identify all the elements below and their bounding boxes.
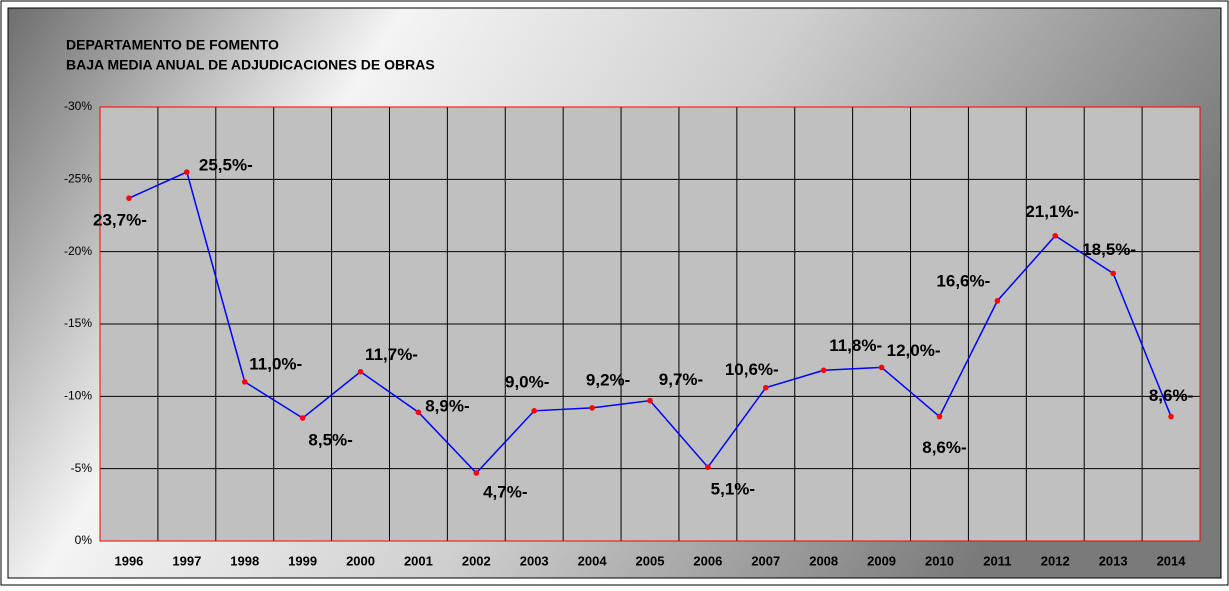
y-tick-label: -15% [64,316,92,330]
marker [184,169,190,175]
data-label: 16,6%- [936,271,990,290]
x-tick-label: 2006 [693,553,722,568]
marker [1110,270,1116,277]
marker [415,409,422,416]
marker [820,367,827,374]
marker [1168,413,1174,420]
x-tick-label: 1998 [230,553,259,568]
marker [878,364,885,371]
data-label: 11,8%- [829,336,882,355]
data-label: 9,7%- [659,370,703,389]
marker [589,405,595,411]
x-tick-label: 2005 [636,553,665,568]
marker [994,298,1001,304]
data-label: 9,2%- [586,370,630,389]
x-tick-label: 1999 [288,553,317,568]
data-label: 4,7%- [483,482,527,501]
x-tick-label: 2003 [520,553,549,568]
plot-border [99,106,1201,542]
marker [647,397,653,404]
data-label: 9,0%- [505,372,549,391]
x-tick-label: 2002 [462,553,491,568]
data-label: 5,1%- [711,480,755,499]
data-label: 8,6%- [1149,386,1193,405]
data-label: 23,7%- [93,211,147,230]
x-tick-label: 2011 [983,553,1011,568]
data-label: 21,1%- [1025,202,1079,221]
x-tick-label: 2001 [404,553,433,568]
data-label: 25,5%- [199,156,253,175]
data-label: 18,5%- [1082,240,1136,259]
chart-subtitle: BAJA MEDIA ANUAL DE ADJUDICACIONES DE OB… [66,57,435,73]
x-tick-label: 2012 [1041,553,1070,568]
marker [299,415,306,421]
marker [241,379,248,385]
marker [762,384,769,391]
marker [705,464,711,471]
marker [126,195,132,201]
data-label: 8,9%- [425,397,469,416]
x-tick-label: 2004 [578,553,608,568]
data-label: 10,6%- [725,360,779,379]
x-tick-label: 2010 [925,553,954,568]
x-tick-label: 2007 [751,553,780,568]
x-tick-label: 2013 [1099,553,1128,568]
x-tick-label: 2008 [809,553,838,568]
y-tick-label: -10% [64,389,92,403]
marker [357,368,364,375]
marker [1052,232,1059,239]
y-tick-label: -5% [71,461,93,475]
y-tick-label: -20% [64,244,92,258]
y-tick-label: -30% [64,99,92,113]
data-label: 11,0%- [249,354,302,373]
data-label: 12,0%- [887,341,941,360]
x-tick-label: 2009 [867,553,896,568]
x-tick-label: 2000 [346,553,375,568]
chart-title: DEPARTAMENTO DE FOMENTO [66,37,279,53]
data-label: 8,6%- [922,438,966,457]
y-tick-label: 0% [75,533,93,547]
x-tick-label: 1996 [114,553,143,568]
x-tick-label: 2014 [1157,553,1187,568]
marker [936,413,943,420]
marker [473,470,480,476]
y-tick-label: -25% [64,172,92,186]
data-label: 11,7%- [365,345,418,364]
x-tick-label: 1997 [172,553,201,568]
data-label: 8,5%- [308,431,352,450]
marker [531,408,538,414]
